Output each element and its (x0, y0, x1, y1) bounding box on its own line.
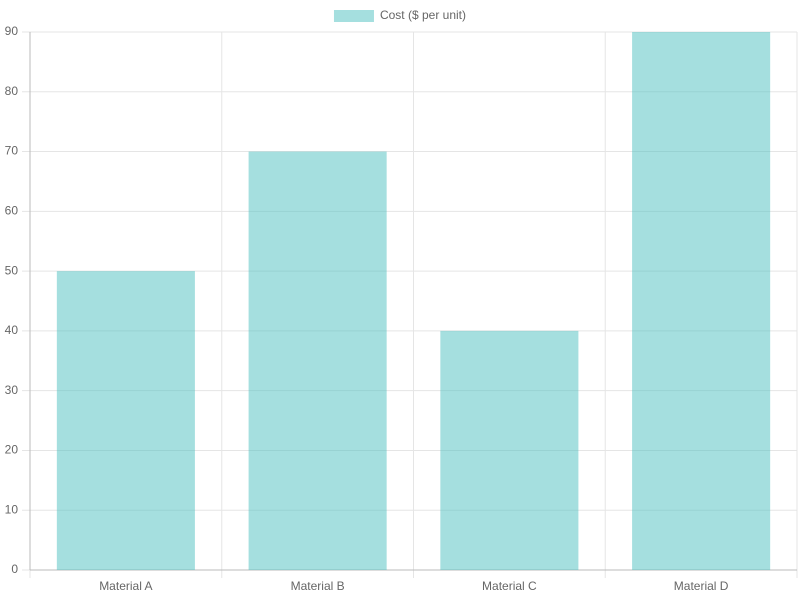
bar (632, 32, 771, 570)
y-tick-label: 0 (11, 562, 18, 576)
bar (248, 151, 387, 571)
x-tick-label: Material D (674, 579, 729, 593)
y-tick-label: 20 (5, 443, 19, 457)
y-tick-label: 40 (5, 323, 19, 337)
y-tick-label: 60 (5, 204, 19, 218)
y-tick-label: 80 (5, 84, 19, 98)
y-tick-label: 30 (5, 383, 19, 397)
y-tick-label: 50 (5, 263, 19, 277)
y-tick-label: 70 (5, 144, 19, 158)
bar (56, 271, 195, 570)
x-tick-label: Material C (482, 579, 537, 593)
legend-label: Cost ($ per unit) (380, 8, 466, 22)
x-tick-label: Material B (291, 579, 345, 593)
x-tick-label: Material A (99, 579, 152, 593)
y-tick-label: 90 (5, 24, 19, 38)
bar (440, 330, 579, 570)
y-tick-label: 10 (5, 502, 19, 516)
legend-swatch (333, 10, 374, 22)
